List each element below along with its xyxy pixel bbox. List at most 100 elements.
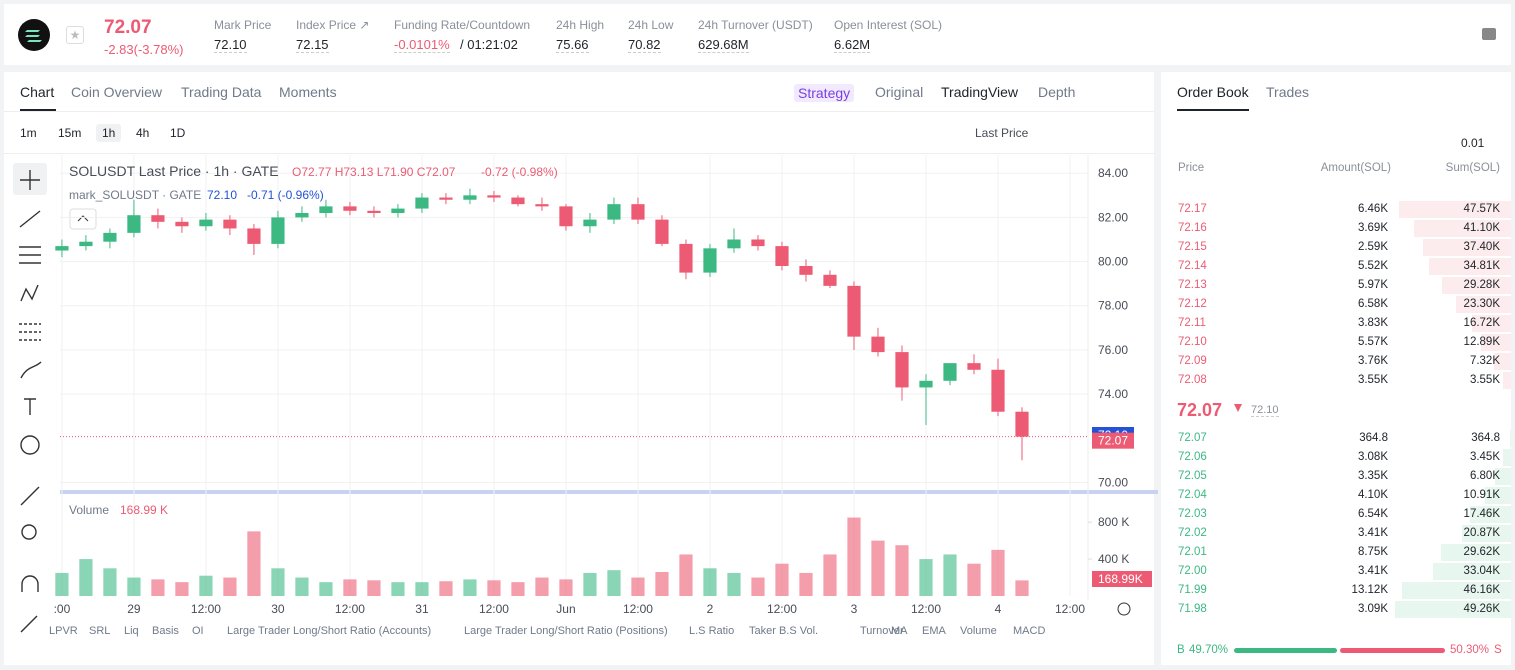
volume-bar <box>895 545 909 596</box>
y-tick-label: 78.00 <box>1098 299 1128 313</box>
ob-amount: 3.09K <box>1357 603 1388 615</box>
ob-amount: 3.08K <box>1357 451 1388 463</box>
volume-bar <box>583 572 597 596</box>
volume-bar <box>103 568 117 596</box>
stat-label: Funding Rate/Countdown <box>394 18 531 32</box>
volume-bar <box>295 577 309 596</box>
volume-bar <box>511 582 525 596</box>
interval[interactable]: 4h <box>136 126 150 140</box>
view-tab[interactable]: Strategy <box>794 84 855 102</box>
ob-amount: 3.69K <box>1357 222 1388 234</box>
volume-bar <box>415 582 429 596</box>
volume-bar <box>271 568 285 596</box>
ob-sum: 10.91K <box>1463 489 1500 501</box>
x-tick-label: 12:00 <box>767 602 797 616</box>
indicator[interactable]: SRL <box>89 625 111 637</box>
x-tick-label: 29 <box>127 602 141 616</box>
ob-header: Price <box>1178 162 1205 174</box>
interval[interactable]: 1h <box>96 124 122 142</box>
collapse-legend[interactable] <box>69 208 97 230</box>
indicator[interactable]: Large Trader Long/Short Ratio (Positions… <box>464 625 668 637</box>
indicator[interactable]: Taker B.S Vol. <box>749 625 819 637</box>
candle-body <box>223 219 237 229</box>
volume-bar <box>967 563 981 596</box>
ob-price: 72.14 <box>1178 260 1207 272</box>
collapse-icon <box>77 215 89 222</box>
ob-amount: 5.97K <box>1357 279 1388 291</box>
candle-body <box>847 285 861 337</box>
chart-panel <box>4 72 1154 665</box>
chart-tab[interactable]: Chart <box>20 84 55 100</box>
ob-price: 72.09 <box>1178 355 1207 367</box>
view-tab[interactable]: Depth <box>1038 84 1076 100</box>
ohlc-legend: O72.77 H73.13 L71.90 C72.07 <box>292 165 456 179</box>
settings-icon[interactable] <box>1117 602 1131 616</box>
candle-body <box>319 206 333 213</box>
indicator[interactable]: LPVR <box>49 625 78 637</box>
y-tick-label: 76.00 <box>1098 343 1128 357</box>
price-type[interactable]: Last Price <box>975 126 1029 140</box>
mark-legend: mark_SOLUSDT · GATE <box>69 188 201 202</box>
candle-body <box>511 197 525 205</box>
indicator[interactable]: L.S Ratio <box>689 625 735 637</box>
indicator[interactable]: OI <box>192 625 204 637</box>
layout-icon[interactable] <box>1482 28 1496 40</box>
ob-amount: 3.35K <box>1357 470 1388 482</box>
volume-legend-value: 168.99 K <box>120 503 168 517</box>
volume-bar <box>463 579 477 596</box>
x-tick-label: 12:00 <box>191 602 221 616</box>
volume-bar <box>727 572 741 596</box>
ob-sum: 20.87K <box>1463 527 1500 539</box>
mid-mark: 72.10 <box>1251 404 1279 417</box>
depth-bar <box>1433 563 1511 580</box>
interval[interactable]: 15m <box>58 126 82 140</box>
candle-body <box>655 219 669 244</box>
stat-label: Mark Price <box>214 18 272 32</box>
candle-body <box>391 208 405 213</box>
x-tick-label: 30 <box>271 602 285 616</box>
view-tab[interactable]: TradingView <box>941 84 1019 100</box>
sell-ratio: 50.30% <box>1450 644 1490 656</box>
indicator[interactable]: Large Trader Long/Short Ratio (Accounts) <box>227 625 432 637</box>
indicator[interactable]: Liq <box>124 625 139 637</box>
ratio-bar-sell <box>1340 648 1445 653</box>
indicator[interactable]: Basis <box>152 625 179 637</box>
indicator[interactable]: Turnover <box>860 625 904 637</box>
ob-amount: 5.52K <box>1357 260 1388 272</box>
volume-bar <box>367 580 381 596</box>
ob-price: 72.06 <box>1178 451 1207 463</box>
chart-title: SOLUSDT Last Price · 1h · GATE <box>69 163 279 179</box>
drawing-tools[interactable] <box>13 163 47 633</box>
volume-bar <box>487 580 501 596</box>
favorite-button[interactable]: ★ <box>66 26 84 44</box>
view-tab[interactable]: Original <box>875 84 924 100</box>
x-tick-label: 12:00 <box>335 602 365 616</box>
volume-bar <box>319 582 333 596</box>
ob-tab[interactable]: Trades <box>1266 84 1310 100</box>
candle-body <box>271 217 285 244</box>
volume-bar <box>391 582 405 596</box>
candle-body <box>871 336 885 353</box>
y-tick-label: 70.00 <box>1098 475 1128 489</box>
ob-price: 72.12 <box>1178 298 1207 310</box>
chart-tab[interactable]: Trading Data <box>181 84 262 100</box>
indicator[interactable]: Volume <box>960 625 997 637</box>
candle-body <box>247 228 261 244</box>
interval[interactable]: 1D <box>170 126 186 140</box>
x-tick-label: 12:00 <box>479 602 509 616</box>
indicator[interactable]: MACD <box>1013 625 1046 637</box>
chart-tab[interactable]: Moments <box>279 84 337 100</box>
interval[interactable]: 1m <box>20 126 37 140</box>
depth-bar <box>1422 239 1511 256</box>
indicator[interactable]: MA <box>891 625 908 637</box>
indicator[interactable]: EMA <box>922 625 946 637</box>
volume-bar <box>247 531 261 596</box>
depth-bar <box>1402 582 1511 599</box>
ob-sum: 3.55K <box>1469 374 1500 386</box>
ob-sum: 364.8 <box>1471 432 1500 444</box>
volume-bar <box>823 554 837 596</box>
chart-tab[interactable]: Coin Overview <box>71 84 163 100</box>
ob-tab[interactable]: Order Book <box>1177 84 1249 100</box>
ob-sum: 16.72K <box>1463 317 1500 329</box>
precision[interactable]: 0.01 <box>1461 136 1485 150</box>
